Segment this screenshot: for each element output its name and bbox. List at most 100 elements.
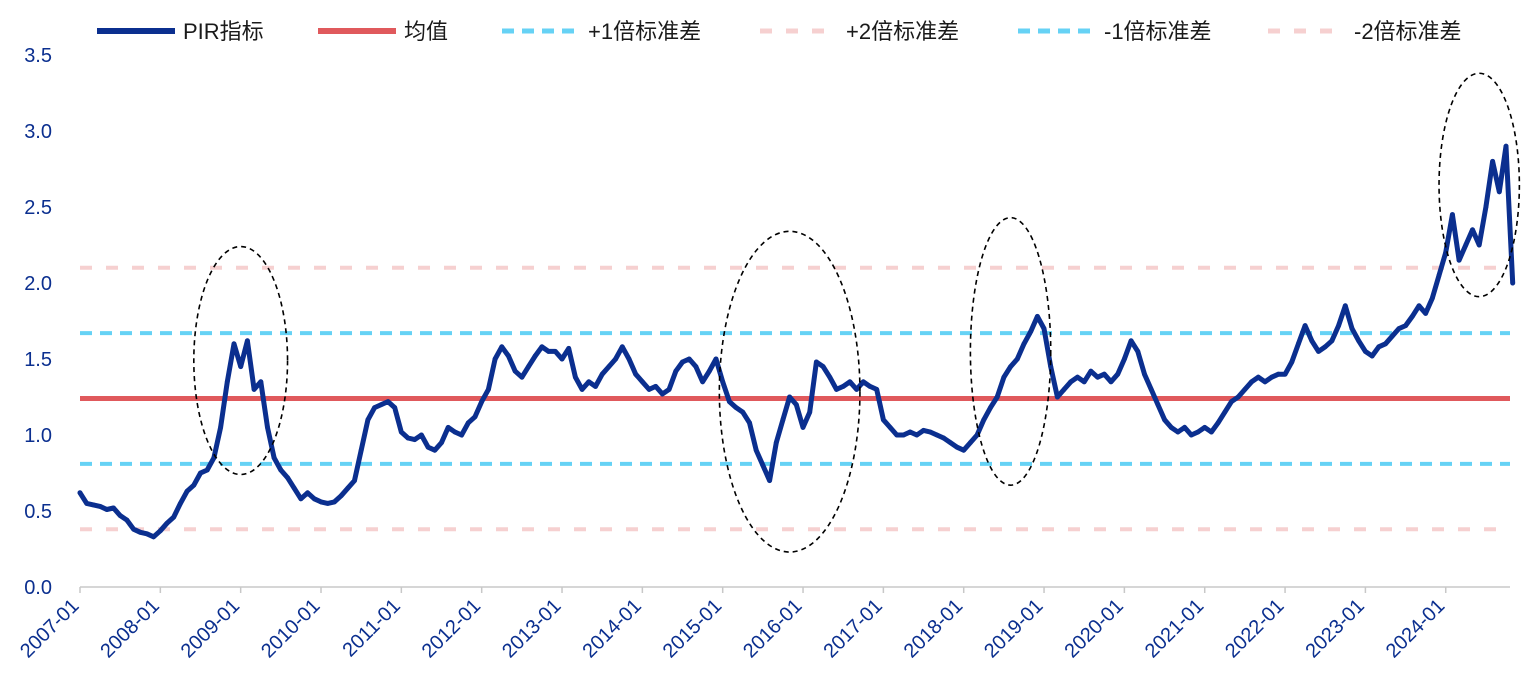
data-point-2022-10 bbox=[1342, 303, 1348, 309]
data-point-2015-02 bbox=[727, 399, 732, 404]
x-tick-label: 2024-01 bbox=[1382, 595, 1449, 662]
data-point-2014-12 bbox=[713, 356, 719, 362]
data-point-2014-06 bbox=[673, 368, 679, 374]
data-point-2017-02 bbox=[887, 425, 893, 430]
data-point-2019-10 bbox=[1101, 371, 1107, 377]
data-point-2007-01 bbox=[77, 490, 83, 496]
data-point-2010-01 bbox=[318, 499, 324, 505]
data-point-2015-10 bbox=[780, 417, 786, 423]
data-point-2023-06 bbox=[1396, 326, 1402, 331]
annotation-ellipse-4 bbox=[1438, 72, 1521, 298]
legend-label-minus1sd: -1倍标准差 bbox=[1104, 19, 1212, 44]
data-point-2007-06 bbox=[111, 505, 116, 511]
data-point-2019-01 bbox=[1041, 326, 1047, 331]
data-point-2018-02 bbox=[968, 440, 973, 445]
y-tick-label: 2.5 bbox=[24, 197, 52, 219]
data-point-2016-08 bbox=[847, 379, 853, 385]
data-point-2013-05 bbox=[586, 379, 592, 385]
data-point-2022-11 bbox=[1349, 326, 1355, 331]
data-point-2010-09 bbox=[372, 405, 377, 410]
data-point-2018-05 bbox=[988, 405, 993, 410]
data-point-2014-11 bbox=[706, 368, 712, 374]
data-point-2024-03 bbox=[1456, 257, 1462, 263]
data-point-2017-07 bbox=[921, 428, 926, 433]
data-point-2015-03 bbox=[733, 405, 739, 410]
data-point-2021-09 bbox=[1255, 374, 1261, 380]
data-point-2010-12 bbox=[392, 405, 398, 410]
y-tick-label: 1.5 bbox=[24, 349, 52, 371]
data-point-2007-12 bbox=[151, 534, 157, 540]
x-tick-label: 2017-01 bbox=[819, 595, 886, 662]
data-point-2024-05 bbox=[1470, 227, 1475, 233]
data-point-2008-11 bbox=[224, 379, 230, 385]
data-point-2007-02 bbox=[84, 501, 90, 506]
x-tick-label: 2020-01 bbox=[1060, 595, 1127, 662]
data-point-2015-08 bbox=[767, 478, 772, 483]
annotation-group bbox=[193, 72, 1521, 553]
data-point-2018-06 bbox=[994, 394, 1000, 400]
x-tick-label: 2019-01 bbox=[980, 595, 1047, 662]
data-point-2017-04 bbox=[901, 432, 906, 438]
legend-label-plus1sd: +1倍标准差 bbox=[588, 19, 701, 44]
data-point-2007-09 bbox=[131, 526, 137, 532]
x-tick-label: 2008-01 bbox=[96, 595, 163, 662]
data-point-2015-01 bbox=[720, 379, 726, 385]
annotation-ellipse-2 bbox=[718, 230, 861, 553]
data-point-2021-07 bbox=[1242, 387, 1248, 392]
annotation-ellipse-3 bbox=[969, 216, 1052, 486]
data-point-2014-07 bbox=[680, 359, 685, 365]
data-point-2016-04 bbox=[820, 364, 826, 369]
data-point-2017-01 bbox=[881, 417, 886, 423]
data-point-2016-01 bbox=[800, 425, 806, 430]
data-point-2007-07 bbox=[117, 513, 123, 518]
data-point-2014-08 bbox=[686, 356, 692, 362]
data-point-2008-02 bbox=[164, 520, 170, 526]
x-tick-label: 2013-01 bbox=[498, 595, 565, 662]
data-point-2008-06 bbox=[191, 482, 197, 488]
data-point-2018-11 bbox=[1028, 329, 1034, 334]
data-point-2011-02 bbox=[405, 435, 411, 441]
x-tick-label: 2012-01 bbox=[418, 595, 485, 662]
data-point-2013-11 bbox=[626, 356, 632, 362]
data-point-2016-06 bbox=[834, 387, 839, 392]
data-point-2015-12 bbox=[793, 402, 799, 407]
series-group bbox=[77, 143, 1516, 540]
data-point-2009-04 bbox=[258, 379, 264, 385]
data-point-2020-09 bbox=[1175, 429, 1181, 435]
data-point-2016-10 bbox=[860, 379, 866, 385]
data-point-2008-08 bbox=[204, 467, 210, 473]
x-tick-label: 2014-01 bbox=[578, 595, 645, 662]
data-point-2019-06 bbox=[1075, 374, 1080, 380]
data-point-2018-10 bbox=[1021, 341, 1027, 347]
data-point-2008-01 bbox=[157, 528, 163, 534]
data-point-2010-07 bbox=[358, 447, 364, 453]
data-point-2019-04 bbox=[1061, 387, 1067, 392]
data-point-2011-04 bbox=[419, 432, 424, 438]
data-point-2011-03 bbox=[412, 437, 418, 442]
data-point-2011-12 bbox=[472, 414, 478, 420]
data-point-2007-10 bbox=[137, 529, 143, 535]
data-point-2011-05 bbox=[425, 444, 431, 450]
data-point-2021-03 bbox=[1215, 420, 1221, 426]
data-point-2009-03 bbox=[251, 387, 257, 392]
data-point-2014-05 bbox=[666, 387, 672, 392]
legend-label-pir: PIR指标 bbox=[183, 19, 264, 44]
data-point-2008-03 bbox=[171, 514, 177, 520]
data-point-2009-01 bbox=[238, 364, 244, 369]
x-tick-label: 2009-01 bbox=[177, 595, 244, 662]
data-point-2014-01 bbox=[640, 379, 645, 385]
data-point-2022-05 bbox=[1309, 338, 1315, 344]
chart-legend: PIR指标 均值 +1倍标准差 +2倍标准差 -1倍标准差 -2倍标准差 bbox=[97, 19, 1462, 44]
data-point-2013-06 bbox=[593, 384, 598, 389]
data-point-2012-04 bbox=[499, 344, 505, 350]
data-point-2009-12 bbox=[311, 496, 317, 502]
data-point-2022-01 bbox=[1282, 371, 1288, 377]
data-point-2024-10 bbox=[1503, 143, 1509, 149]
data-point-2015-07 bbox=[760, 463, 766, 468]
data-point-2021-10 bbox=[1262, 379, 1268, 385]
data-point-2014-04 bbox=[660, 391, 665, 397]
data-point-2020-04 bbox=[1142, 371, 1147, 377]
data-point-2021-05 bbox=[1229, 399, 1234, 404]
x-tick-label: 2016-01 bbox=[739, 595, 806, 662]
